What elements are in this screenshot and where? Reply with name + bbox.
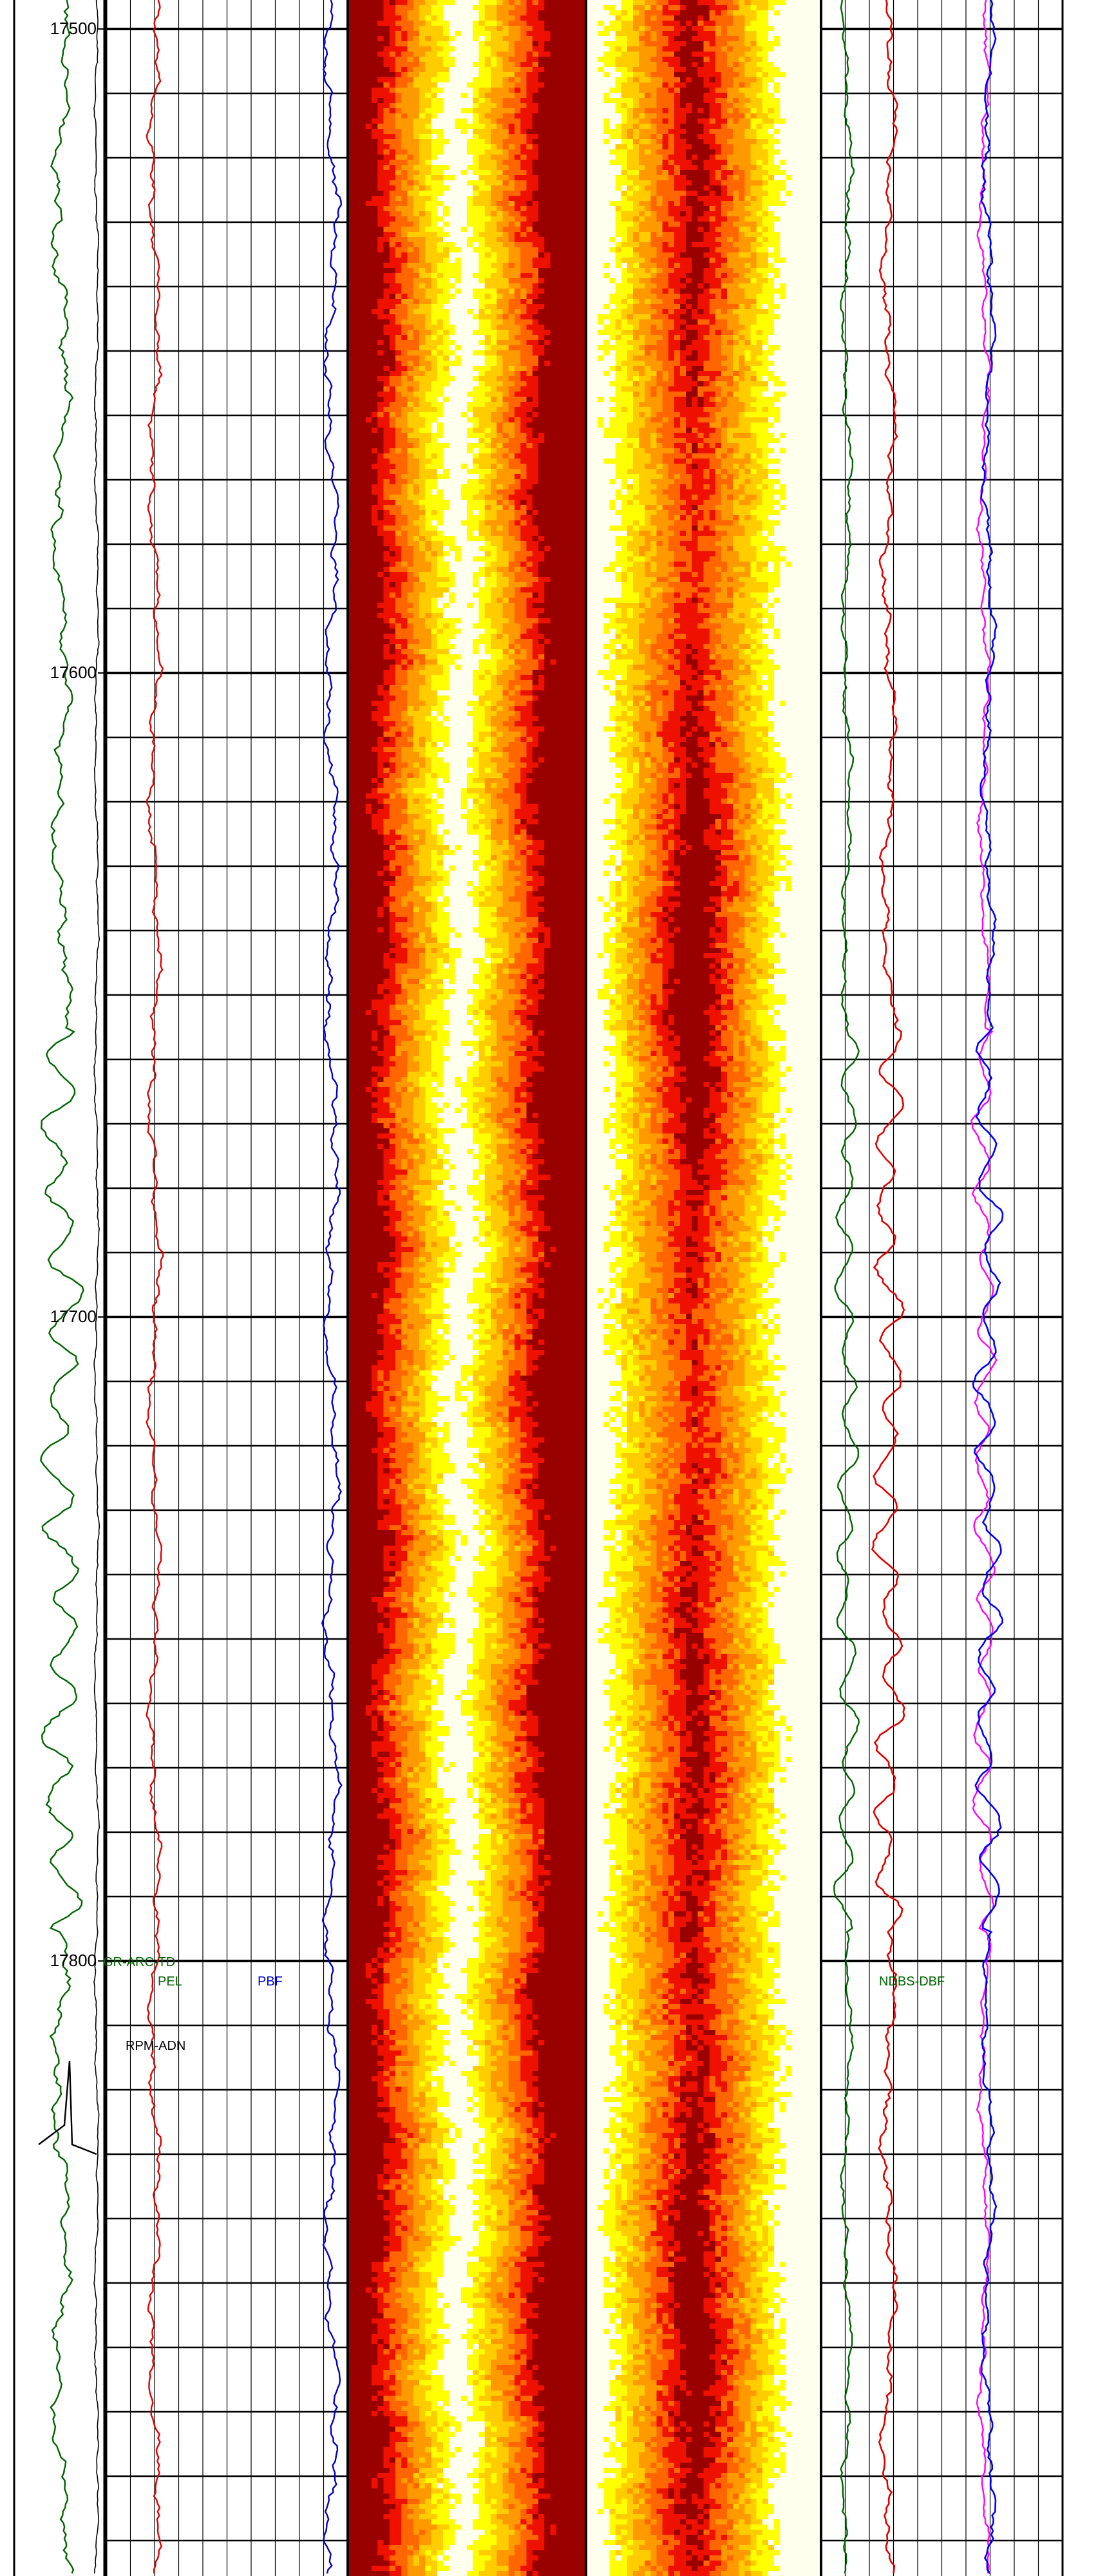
track-4-magenta-curve [970, 0, 998, 2574]
depth-tick-label: 17600 [50, 663, 97, 682]
depth-tick-label: 17700 [50, 1307, 97, 1326]
grid-track-4 [820, 0, 1064, 2576]
log-labels: 17500 17600 17700 17800 GR-ARC-TD PEL PBF RPM-A… [50, 19, 945, 2053]
track-4-green-curve [833, 0, 860, 2574]
curve-annotation: RPM-ADN [126, 2039, 185, 2053]
curve-annotation: GR-ARC-TD [103, 1955, 175, 1969]
image-track-2 [586, 0, 822, 2576]
grid-track-1 [105, 0, 349, 2576]
log-grid [13, 0, 1064, 2576]
log-curves [38, 0, 1004, 2574]
curve-annotation: PBF [258, 1975, 283, 1989]
track-1-red-curve [146, 0, 164, 2574]
track-4-blue-curve [972, 0, 1004, 2574]
curve-annotation: NDBS-DBF [879, 1975, 945, 1989]
depth-track-spike [38, 2060, 97, 2155]
depth-tick-label: 17800 [50, 1951, 97, 1970]
depth-tick-label: 17500 [50, 19, 97, 38]
track-4-red-curve [871, 0, 905, 2574]
track-1-blue-curve [321, 0, 343, 2574]
image-track-1 [348, 0, 587, 2576]
depth-track-black-curve [93, 0, 100, 2574]
curve-annotation: PEL [158, 1975, 182, 1989]
depth-track-green-curve [40, 0, 84, 2574]
image-tracks [348, 0, 822, 2576]
